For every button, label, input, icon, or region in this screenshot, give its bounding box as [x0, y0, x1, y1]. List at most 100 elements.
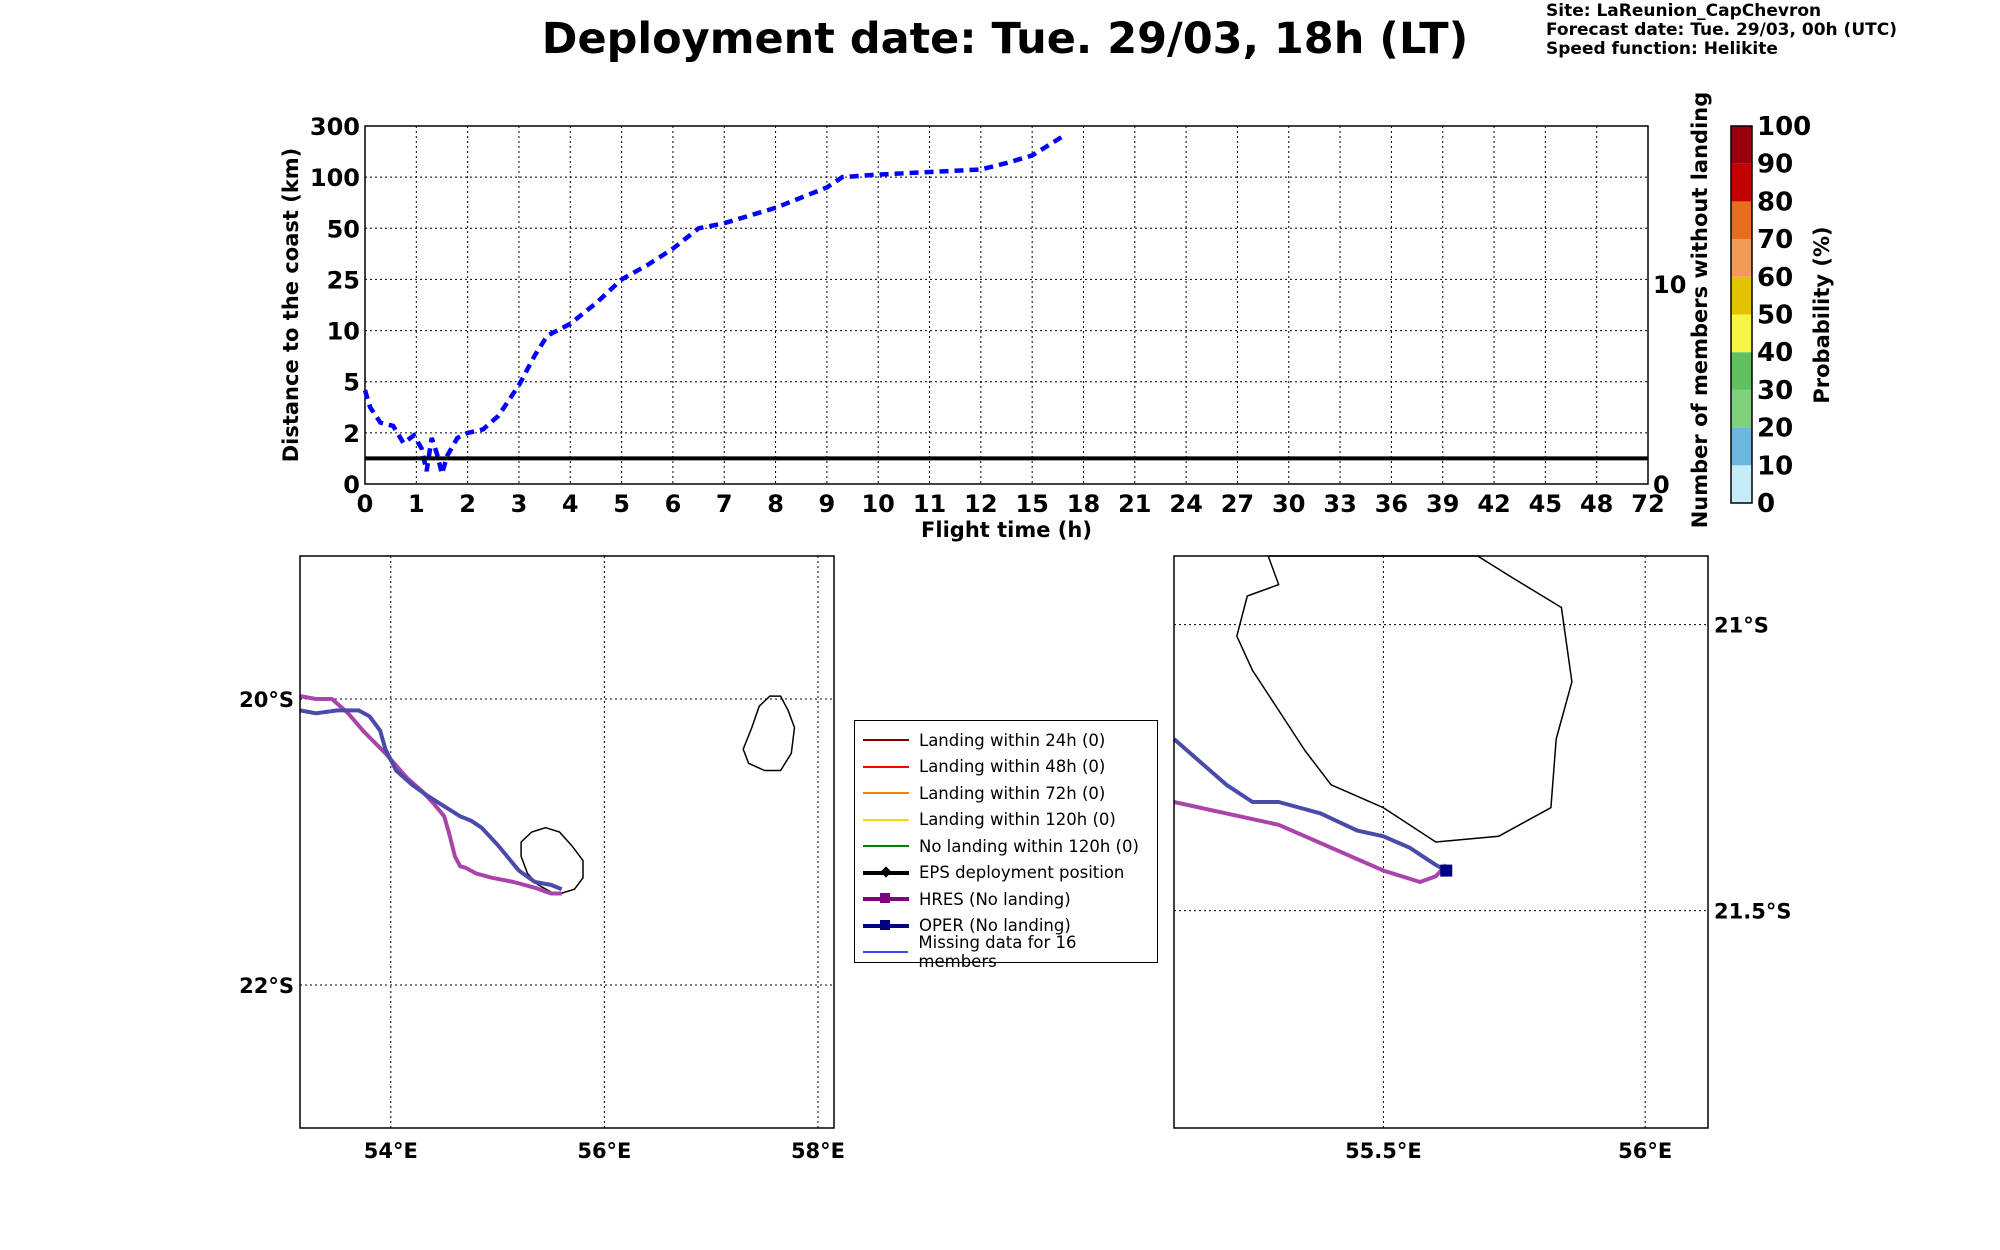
legend-label: HRES (No landing)	[919, 889, 1071, 909]
y-axis-label: Distance to the coast (km)	[279, 148, 303, 463]
site-info: Site: LaReunion_CapChevron	[1546, 1, 1822, 21]
colorbar-label: Probability (%)	[1810, 226, 1834, 403]
x-tick-label: 9	[819, 490, 836, 518]
y-tick-label: 50	[327, 215, 360, 243]
legend-swatch	[863, 786, 909, 800]
y-tick-label: 0	[343, 471, 360, 499]
legend-swatch	[863, 760, 909, 774]
trajectory-line	[299, 708, 563, 892]
legend-swatch	[863, 945, 909, 959]
distance-series-line	[362, 134, 1065, 483]
map-lon-label: 58°E	[791, 1139, 845, 1163]
diamond-marker-icon	[880, 866, 892, 878]
legend-label: Landing within 72h (0)	[919, 783, 1106, 803]
colorbar-tick-label: 10	[1757, 451, 1793, 481]
legend-label: EPS deployment position	[919, 863, 1125, 883]
legend-item: OPER (No landing)	[855, 913, 1157, 940]
colorbar-tick-label: 100	[1757, 112, 1811, 142]
map-lon-label: 55.5°E	[1345, 1139, 1422, 1163]
x-axis-label: Flight time (h)	[921, 518, 1092, 542]
reunion-coastline	[520, 826, 584, 896]
x-tick-label: 6	[665, 490, 682, 518]
x-tick-label: 24	[1169, 490, 1202, 518]
colorbar-tick-label: 70	[1757, 225, 1793, 255]
y-tick-label: 5	[343, 369, 360, 397]
colorbar-segment	[1731, 314, 1752, 353]
colorbar-tick-label: 80	[1757, 187, 1793, 217]
legend-item: Landing within 24h (0)	[855, 727, 1157, 754]
forecast-info: Forecast date: Tue. 29/03, 00h (UTC)	[1546, 20, 1897, 40]
legend-swatch	[863, 919, 909, 933]
colorbar-tick-label: 20	[1757, 414, 1793, 444]
map-frame	[299, 555, 835, 1129]
x-tick-label: 10	[861, 490, 894, 518]
speed-function-info: Speed function: Helikite	[1546, 39, 1778, 59]
mauritius-coastline	[742, 695, 796, 772]
x-tick-label: 3	[511, 490, 528, 518]
plot-frame	[364, 125, 1649, 485]
legend-item: No landing within 120h (0)	[855, 833, 1157, 860]
x-tick-label: 0	[357, 490, 374, 518]
legend-item: Landing within 120h (0)	[855, 807, 1157, 834]
legend-swatch	[863, 813, 909, 827]
colorbar-segment	[1731, 201, 1752, 240]
x-tick-label: 30	[1272, 490, 1305, 518]
y2-tick-label: 10	[1653, 271, 1686, 299]
colorbar-segment	[1731, 427, 1752, 466]
legend-item: EPS deployment position	[855, 860, 1157, 887]
map-lat-label: 21°S	[1714, 614, 1769, 638]
colorbar-tick-label: 40	[1757, 338, 1793, 368]
y2-axis-label: Number of members without landing	[1688, 92, 1712, 529]
x-tick-label: 21	[1118, 490, 1151, 518]
x-tick-label: 45	[1529, 490, 1562, 518]
x-tick-label: 18	[1067, 490, 1100, 518]
legend-label: Missing data for 16 members	[918, 933, 1077, 972]
x-tick-label: 7	[716, 490, 733, 518]
y-tick-label: 300	[310, 113, 360, 141]
map-lat-label: 20°S	[239, 688, 294, 712]
colorbar-segment	[1731, 126, 1752, 164]
x-tick-label: 15	[1015, 490, 1048, 518]
colorbar-segment	[1731, 465, 1752, 503]
map-lat-label: 22°S	[239, 974, 294, 998]
x-tick-label: 4	[562, 490, 579, 518]
map-lon-label: 56°E	[577, 1139, 631, 1163]
x-tick-label: 8	[767, 490, 784, 518]
colorbar-segment	[1731, 352, 1752, 390]
legend-label: No landing within 120h (0)	[919, 836, 1139, 856]
x-tick-label: 48	[1580, 490, 1613, 518]
trajectory-line	[299, 694, 562, 896]
map-lat-label: 21.5°S	[1714, 900, 1791, 924]
square-marker-icon	[880, 893, 890, 904]
legend-swatch	[863, 892, 909, 906]
colorbar-segment	[1731, 389, 1752, 428]
legend-swatch	[863, 733, 909, 747]
map-frame	[1173, 555, 1709, 1129]
x-tick-label: 11	[913, 490, 946, 518]
deployment-marker	[1440, 864, 1453, 877]
legend-item: HRES (No landing)	[855, 886, 1157, 913]
legend-swatch	[863, 866, 909, 880]
colorbar-segment	[1731, 239, 1752, 277]
legend-item: Missing data for 16 members	[855, 933, 1157, 971]
y-tick-label: 25	[327, 266, 360, 294]
map-lon-label: 54°E	[364, 1139, 418, 1163]
trajectory-line	[1172, 737, 1448, 873]
y2-tick-label: 0	[1653, 471, 1670, 499]
colorbar-tick-label: 50	[1757, 301, 1793, 331]
x-tick-label: 1	[408, 490, 425, 518]
trajectory-line	[1173, 800, 1448, 884]
y-tick-label: 10	[327, 318, 360, 346]
map-legend: Landing within 24h (0) Landing within 48h…	[854, 720, 1158, 971]
x-tick-label: 27	[1221, 490, 1254, 518]
x-tick-label: 36	[1375, 490, 1408, 518]
x-tick-label: 42	[1477, 490, 1510, 518]
y-tick-label: 100	[310, 164, 360, 192]
x-tick-label: 2	[459, 490, 476, 518]
x-tick-label: 5	[613, 490, 630, 518]
reunion-coastline	[1236, 555, 1573, 843]
colorbar-tick-label: 90	[1757, 150, 1793, 180]
chart-title: Deployment date: Tue. 29/03, 18h (LT)	[541, 14, 1469, 64]
x-tick-label: 12	[964, 490, 997, 518]
